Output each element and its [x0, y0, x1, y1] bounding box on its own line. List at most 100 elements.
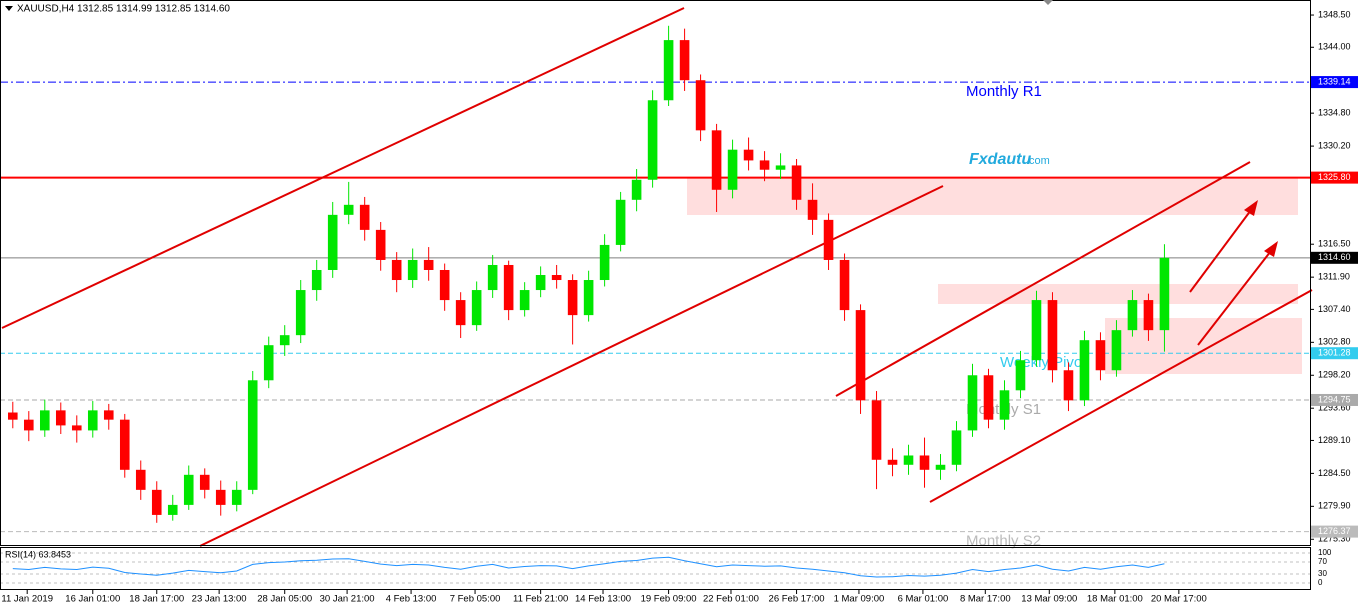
- candle-body: [919, 455, 930, 470]
- trend-line: [835, 161, 1251, 397]
- rsi-label: RSI(14) 63.8453: [5, 549, 71, 559]
- candle-body: [743, 149, 754, 161]
- x-tick-label: 7 Feb 05:00: [450, 594, 501, 604]
- y-tick-label: 1348.50: [1318, 9, 1351, 19]
- x-tick-label: 18 Jan 17:00: [129, 594, 184, 604]
- level-name: Weekly Pivot: [1000, 354, 1087, 371]
- y-tick-label: 1330.20: [1318, 140, 1351, 150]
- candle-body: [631, 179, 642, 200]
- rsi-tick-label: 0: [1318, 578, 1323, 587]
- candle-body: [871, 400, 882, 460]
- candle-body: [23, 419, 34, 431]
- candle-body: [1079, 340, 1090, 401]
- zone: [938, 284, 1298, 304]
- x-tick-label: 30 Jan 21:00: [320, 594, 375, 604]
- candle-body: [311, 269, 322, 291]
- watermark: Fxdautu: [969, 151, 1031, 168]
- y-tick-label: 1302.80: [1318, 337, 1351, 347]
- x-tick-label: 1 Mar 09:00: [834, 594, 885, 604]
- candle-body: [55, 410, 66, 426]
- candle-body: [439, 269, 450, 301]
- candle-body: [807, 199, 818, 220]
- candle-body: [599, 244, 610, 281]
- candle-body: [487, 264, 498, 291]
- level-price-label: 1276.37: [1318, 526, 1351, 536]
- rsi-tick-label: 70: [1318, 557, 1327, 566]
- level-price-label: 1301.28: [1318, 348, 1351, 358]
- candle-body: [1031, 300, 1042, 361]
- candle-body: [279, 335, 290, 346]
- level-price-box: [1311, 393, 1358, 406]
- y-tick-label: 1334.80: [1318, 108, 1351, 118]
- x-tick-label: 8 Mar 17:00: [960, 594, 1011, 604]
- y-tick-label: 1316.50: [1318, 239, 1351, 249]
- candle-body: [1047, 300, 1058, 371]
- candle-body: [791, 165, 802, 200]
- candle-body: [647, 100, 658, 180]
- x-tick-label: 18 Mar 01:00: [1087, 594, 1143, 604]
- candle-body: [295, 290, 306, 336]
- candle-body: [551, 275, 562, 281]
- candle-body: [1015, 360, 1026, 391]
- level-name: Monthly R1: [966, 83, 1042, 100]
- trend-line: [929, 289, 1313, 503]
- candle-body: [231, 489, 242, 505]
- y-tick-label: 1344.00: [1318, 42, 1351, 52]
- candle-body: [935, 464, 946, 470]
- candle-body: [423, 259, 434, 270]
- level-price-box: [1311, 251, 1358, 264]
- candle-body: [103, 410, 114, 420]
- candle-body: [727, 149, 738, 190]
- candle-body: [1143, 300, 1154, 331]
- level-price-box: [1311, 525, 1358, 538]
- arrow: [1189, 205, 1255, 293]
- candle-body: [71, 425, 82, 431]
- level-price-label: 1339.14: [1318, 76, 1351, 86]
- candle-body: [967, 375, 978, 431]
- candle-body: [183, 474, 194, 505]
- candle-body: [503, 264, 514, 311]
- candle-body: [263, 345, 274, 381]
- level-price-label: 1314.60: [1318, 252, 1351, 262]
- menu-icon[interactable]: [5, 6, 13, 11]
- candle-body: [903, 455, 914, 465]
- y-tick-label: 1289.10: [1318, 435, 1351, 445]
- candle-body: [455, 300, 466, 326]
- plot-frame: [0, 0, 1311, 546]
- candle-body: [759, 160, 770, 170]
- watermark-suffix: .com: [1026, 155, 1050, 167]
- candle-body: [375, 229, 386, 260]
- candle-body: [983, 375, 994, 420]
- rsi-tick-label: 30: [1318, 569, 1327, 578]
- candle-body: [535, 275, 546, 291]
- trend-lines: [1, 7, 1313, 547]
- candle-body: [855, 310, 866, 401]
- x-tick-label: 19 Feb 09:00: [641, 594, 697, 604]
- arrow-head: [1264, 241, 1278, 257]
- candle-body: [247, 380, 258, 490]
- candle-body: [695, 80, 706, 131]
- y-tick-label: 1307.40: [1318, 304, 1351, 314]
- x-tick-label: 23 Jan 13:00: [192, 594, 247, 604]
- zone: [1105, 318, 1302, 374]
- candle-body: [1063, 370, 1074, 401]
- candle-body: [999, 390, 1010, 420]
- x-tick-label: 6 Mar 01:00: [898, 594, 949, 604]
- candle-body: [135, 469, 146, 490]
- candle-body: [167, 504, 178, 515]
- candle-body: [151, 489, 162, 515]
- candles: [7, 25, 1170, 523]
- candle-body: [711, 130, 722, 190]
- x-tick-label: 13 Mar 09:00: [1021, 594, 1077, 604]
- candle-body: [87, 410, 98, 431]
- level-price-box: [1311, 171, 1358, 184]
- level-price-label: 1325.80: [1318, 172, 1351, 182]
- candle-body: [823, 219, 834, 260]
- chart-title: XAUUSD,H4 1312.85 1314.99 1312.85 1314.6…: [17, 4, 230, 15]
- level-price-label: 1294.75: [1318, 394, 1351, 404]
- y-tick-label: 1279.90: [1318, 501, 1351, 511]
- x-tick-label: 4 Feb 13:00: [386, 594, 437, 604]
- candle-body: [567, 280, 578, 316]
